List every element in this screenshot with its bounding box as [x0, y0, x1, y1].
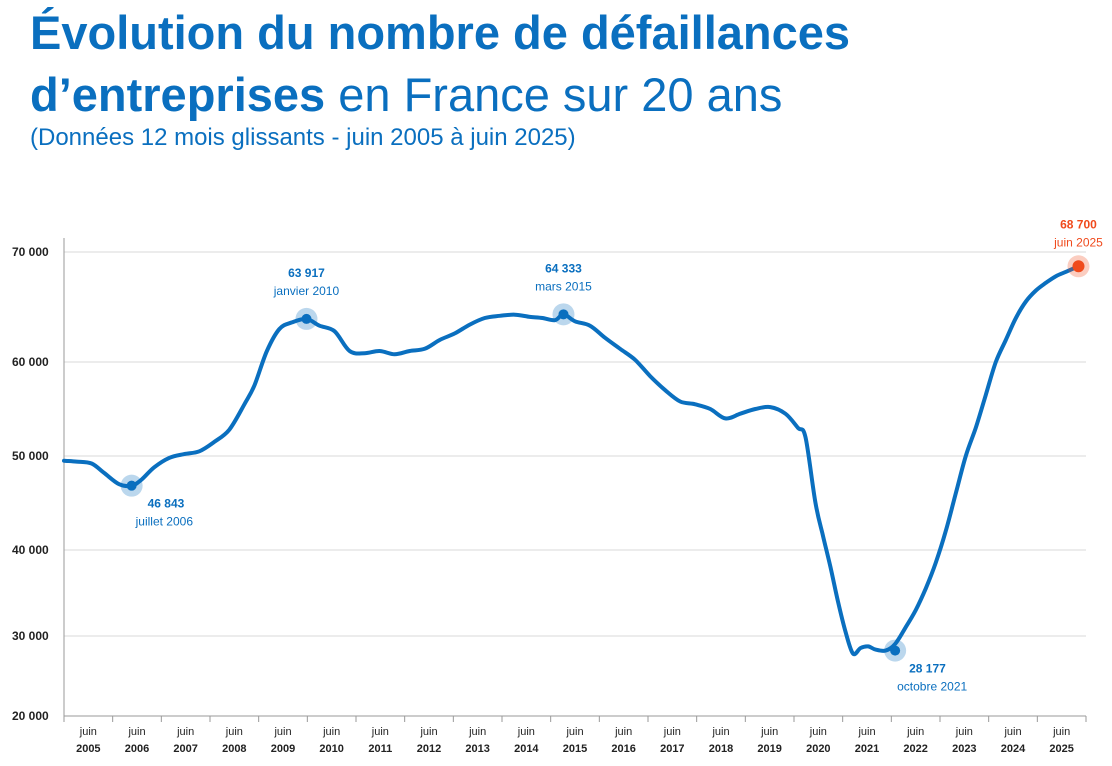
x-tick-year-2007: 2007: [173, 743, 197, 755]
x-tick-year-2011: 2011: [368, 743, 392, 755]
annotation-value-1: 63 917: [288, 266, 325, 280]
y-tick-label-70000: 70 000: [12, 245, 49, 259]
x-tick-year-2008: 2008: [222, 743, 246, 755]
annotation-value-3: 28 177: [909, 662, 946, 676]
axes: [63, 238, 1086, 717]
x-axis-ticks: juin 2005 juin 2006 juin 2007 juin 2008 juin 2009…: [63, 716, 1087, 755]
x-tick-month-2020: juin: [809, 726, 827, 738]
title-bold-line-2: d’entreprises: [30, 68, 326, 121]
x-tick-month-2015: juin: [565, 726, 583, 738]
x-tick-year-2005: 2005: [76, 743, 100, 755]
grid-lines: [64, 251, 1086, 637]
x-tick-year-2006: 2006: [125, 743, 149, 755]
x-tick-year-2017: 2017: [660, 743, 684, 755]
x-tick-month-2018: juin: [711, 726, 729, 738]
y-tick-label-50000: 50 000: [12, 449, 49, 463]
annotation-date-0: juillet 2006: [135, 515, 194, 529]
x-tick-year-2022: 2022: [903, 743, 927, 755]
x-tick-month-2012: juin: [419, 726, 437, 738]
x-tick-month-2025: juin: [1052, 726, 1070, 738]
annotation-value-4: 68 700: [1060, 217, 1097, 231]
x-tick-month-2006: juin: [127, 726, 145, 738]
annotation-date-2: mars 2015: [535, 279, 592, 293]
series-line-0: [62, 264, 1081, 657]
x-tick-year-2015: 2015: [563, 743, 587, 755]
annotation-date-3: octobre 2021: [897, 680, 967, 694]
x-tick-month-2005: juin: [79, 726, 97, 738]
title-bold-line-1: Évolution du nombre de défaillances: [30, 6, 851, 59]
x-tick-year-2014: 2014: [514, 743, 539, 755]
x-tick-year-2020: 2020: [806, 743, 830, 755]
y-axis-ticks: 20 000 30 000 40 000 50 000 60 000 70 000: [12, 245, 49, 723]
x-tick-month-2021: juin: [857, 726, 875, 738]
annotation-point-2: [558, 309, 569, 320]
x-tick-month-2019: juin: [760, 726, 778, 738]
x-tick-month-2022: juin: [906, 726, 924, 738]
x-tick-month-2017: juin: [663, 726, 681, 738]
annotation-value-2: 64 333: [545, 261, 582, 275]
x-tick-year-2019: 2019: [757, 743, 781, 755]
annotation-date-1: janvier 2010: [273, 284, 340, 298]
annotations-layer: 46 843 juillet 2006 63 917 janvier 2010 64 3…: [120, 217, 1103, 694]
x-tick-year-2016: 2016: [611, 743, 635, 755]
annotation-date-4: juin 2025: [1053, 235, 1103, 249]
x-tick-year-2013: 2013: [465, 743, 489, 755]
x-tick-month-2011: juin: [371, 726, 389, 738]
annotation-value-0: 46 843: [148, 497, 185, 511]
x-tick-year-2021: 2021: [855, 743, 879, 755]
x-tick-year-2010: 2010: [319, 743, 343, 755]
x-tick-month-2016: juin: [614, 726, 632, 738]
y-tick-label-60000: 60 000: [12, 355, 49, 369]
chart-subtitle: (Données 12 mois glissants - juin 2005 à…: [30, 124, 576, 151]
annotation-point-0: [126, 480, 137, 491]
y-tick-label-30000: 30 000: [12, 629, 49, 643]
annotation-point-3: [890, 645, 901, 656]
x-tick-year-2018: 2018: [709, 743, 733, 755]
x-tick-year-2024: 2024: [1001, 743, 1026, 755]
x-tick-year-2009: 2009: [271, 743, 295, 755]
x-tick-year-2023: 2023: [952, 743, 976, 755]
x-tick-month-2014: juin: [517, 726, 535, 738]
x-tick-month-2013: juin: [468, 726, 486, 738]
y-tick-label-20000: 20 000: [12, 709, 49, 723]
x-tick-year-2012: 2012: [417, 743, 441, 755]
x-tick-month-2010: juin: [322, 726, 340, 738]
x-tick-year-2025: 2025: [1049, 743, 1073, 755]
x-tick-month-2023: juin: [955, 726, 973, 738]
x-tick-month-2024: juin: [1003, 726, 1021, 738]
y-tick-label-40000: 40 000: [12, 543, 49, 557]
x-tick-month-2007: juin: [176, 726, 194, 738]
chart-title: Évolution du nombre de défaillances d’ent…: [30, 2, 850, 126]
annotation-point-4: [1072, 260, 1085, 273]
x-tick-month-2008: juin: [225, 726, 243, 738]
x-tick-month-2009: juin: [273, 726, 291, 738]
annotation-point-1: [301, 313, 312, 324]
title-rest: en France sur 20 ans: [325, 68, 783, 121]
series-layer: [62, 264, 1081, 657]
